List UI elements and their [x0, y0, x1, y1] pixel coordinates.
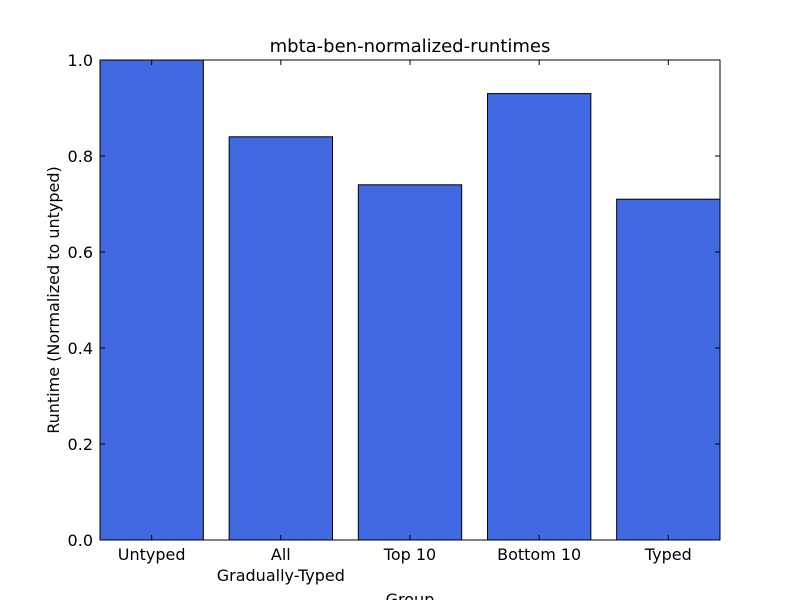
y-tick-label: 0.2: [68, 435, 93, 454]
x-axis-label: Group: [386, 590, 435, 600]
x-tick-label: Typed: [644, 545, 692, 564]
y-tick-label: 1.0: [68, 51, 93, 70]
bar-0: [99, 59, 204, 541]
x-tick-label: All Gradually-Typed: [217, 545, 345, 585]
chart-title: mbta-ben-normalized-runtimes: [270, 36, 551, 57]
bar-2: [357, 184, 463, 541]
y-tick-label: 0.0: [68, 531, 93, 550]
bar-1: [228, 136, 334, 541]
x-tick-label: Untyped: [118, 545, 186, 564]
bar-3: [487, 93, 592, 541]
bar-4: [616, 198, 721, 541]
y-tick-label: 0.6: [68, 243, 93, 262]
x-axis-ticks: Untyped All Gradually-Typed Top 10 Bottom 10…: [118, 60, 692, 585]
x-tick-label: Top 10: [383, 545, 436, 564]
y-tick-label: 0.4: [68, 339, 93, 358]
y-tick-label: 0.8: [68, 147, 93, 166]
bars-group: [99, 59, 721, 541]
y-axis-ticks: 0.0 0.2 0.4 0.6 0.8 1.0: [68, 51, 720, 550]
x-tick-label: Bottom 10: [497, 545, 581, 564]
y-axis-label: Runtime (Normalized to untyped): [44, 166, 63, 434]
